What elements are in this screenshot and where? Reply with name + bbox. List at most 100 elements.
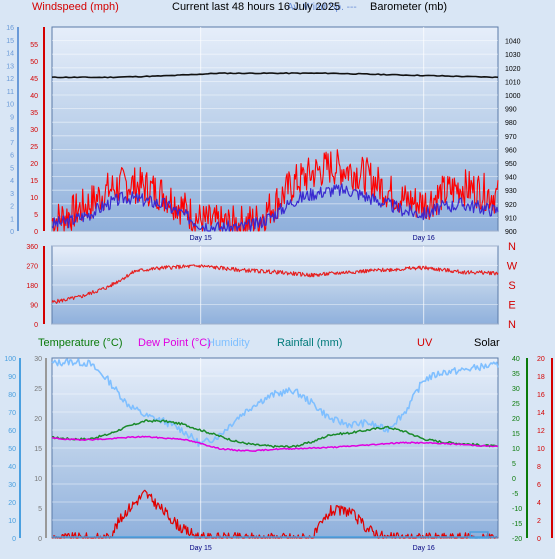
- wind-left2-tick-1: 5: [34, 212, 38, 219]
- wind-right-tick-2: 920: [505, 202, 517, 209]
- temp-left1-tick-8: 80: [8, 392, 16, 399]
- temp-left1-tick-7: 70: [8, 410, 16, 417]
- temp-legend-0: Temperature (°C): [38, 337, 122, 349]
- temp-legend-5: Solar: [474, 337, 500, 349]
- temp-legend-1: Dew Point (°C): [138, 337, 211, 349]
- temp-left1-tick-2: 20: [8, 500, 16, 507]
- wind-right-tick-5: 950: [505, 161, 517, 168]
- temp-right2-tick-1: 2: [537, 518, 541, 525]
- wind-left2-tick-8: 40: [30, 93, 38, 100]
- temp-right2-tick-7: 14: [537, 410, 545, 417]
- wind-right-tick-7: 970: [505, 134, 517, 141]
- wind-left1-tick-8: 8: [10, 127, 14, 134]
- temp-right2-tick-5: 10: [537, 446, 545, 453]
- temp-left1-tick-1: 10: [8, 518, 16, 525]
- wind-left1-tick-2: 2: [10, 204, 14, 211]
- wind-right-tick-12: 1020: [505, 66, 521, 73]
- temp-left1-tick-6: 60: [8, 428, 16, 435]
- dir-right-label-4: N: [508, 319, 516, 331]
- temp-right1-tick-1: -15: [512, 521, 522, 528]
- temp-right1-tick-7: 15: [512, 431, 520, 438]
- wind-left2-tick-3: 15: [30, 178, 38, 185]
- wind-left2-tick-5: 25: [30, 144, 38, 151]
- temp-panel-x-label-0: Day 15: [190, 545, 212, 552]
- wind-left1-tick-10: 10: [6, 102, 14, 109]
- wind-left1-tick-9: 9: [10, 114, 14, 121]
- temp-right1-tick-12: 40: [512, 356, 520, 363]
- wind-right-tick-10: 1000: [505, 93, 521, 100]
- wind-left2-tick-11: 55: [30, 42, 38, 49]
- dir-right-label-1: W: [507, 261, 518, 273]
- temp-right1-tick-10: 30: [512, 386, 520, 393]
- wind-left2-tick-6: 30: [30, 127, 38, 134]
- humidity-line: [51, 358, 499, 447]
- temp-right1-tick-0: -20: [512, 536, 522, 543]
- wind-right-tick-8: 980: [505, 120, 517, 127]
- wind-left2-tick-9: 45: [30, 76, 38, 83]
- temp-right2-tick-0: 0: [537, 536, 541, 543]
- wind-left1-tick-6: 6: [10, 153, 14, 160]
- barometer-line: [51, 72, 499, 79]
- temp-left2-tick-4: 20: [34, 416, 42, 423]
- temp-panel-x-label-1: Day 16: [413, 545, 435, 552]
- temp-right1-tick-3: -5: [512, 491, 518, 498]
- wind-right-tick-6: 960: [505, 147, 517, 154]
- wind-direction-line: [51, 264, 499, 304]
- wind-left1-tick-12: 12: [6, 76, 14, 83]
- wind-left1-tick-5: 5: [10, 165, 14, 172]
- dir-right-label-2: S: [508, 280, 515, 292]
- wind-right-tick-1: 910: [505, 215, 517, 222]
- temp-legend-3: Rainfall (mm): [277, 337, 342, 349]
- temp-right1-tick-4: 0: [512, 476, 516, 483]
- dir-right-label-3: E: [508, 300, 515, 312]
- temp-right2-tick-9: 18: [537, 374, 545, 381]
- wind-left1-tick-14: 14: [6, 51, 14, 58]
- temp-right1-tick-9: 25: [512, 401, 520, 408]
- temp-left2-tick-6: 30: [34, 356, 42, 363]
- temp-right1-tick-5: 5: [512, 461, 516, 468]
- dir-right-label-0: N: [508, 241, 516, 253]
- uv-line: [51, 489, 499, 539]
- dir-left-tick-4: 360: [26, 244, 38, 251]
- temp-right2-tick-4: 8: [537, 464, 541, 471]
- avg-windspeed-line: [51, 183, 499, 232]
- wind-panel-x-label-1: Day 16: [413, 235, 435, 242]
- wind-left2-tick-2: 10: [30, 195, 38, 202]
- wind-left1-tick-1: 1: [10, 216, 14, 223]
- temp-right1-tick-8: 20: [512, 416, 520, 423]
- wind-panel-x-label-0: Day 15: [190, 235, 212, 242]
- wind-right-tick-13: 1030: [505, 52, 521, 59]
- dir-left-tick-3: 270: [26, 264, 38, 271]
- dir-left-tick-1: 90: [30, 303, 38, 310]
- wind-left2-tick-10: 50: [30, 59, 38, 66]
- temp-right2-tick-2: 4: [537, 500, 541, 507]
- wind-right-tick-14: 1040: [505, 39, 521, 46]
- dewpoint-line: [51, 435, 498, 452]
- wind-left1-tick-7: 7: [10, 140, 14, 147]
- temp-left2-tick-2: 10: [34, 476, 42, 483]
- temp-right1-tick-11: 35: [512, 371, 520, 378]
- wind-right-tick-11: 1010: [505, 79, 521, 86]
- temp-right2-tick-8: 16: [537, 392, 545, 399]
- wind-right-tick-3: 930: [505, 188, 517, 195]
- temp-right2-tick-10: 20: [537, 356, 545, 363]
- temp-left1-tick-0: 0: [12, 536, 16, 543]
- wind-left2-tick-7: 35: [30, 110, 38, 117]
- temp-left1-tick-4: 40: [8, 464, 16, 471]
- rainfall-mark: [469, 531, 489, 539]
- temp-left1-tick-9: 90: [8, 374, 16, 381]
- wind-right-tick-9: 990: [505, 107, 517, 114]
- dir-left-tick-0: 0: [34, 322, 38, 329]
- temp-left1-tick-10: 100: [4, 356, 16, 363]
- wind-left1-tick-15: 15: [6, 38, 14, 45]
- legend-barometer: Barometer (mb): [370, 1, 447, 13]
- temp-right2-tick-6: 12: [537, 428, 545, 435]
- temperature-line: [52, 419, 499, 449]
- temp-right2-tick-3: 6: [537, 482, 541, 489]
- legend-windspeed: Windspeed (mph): [32, 1, 119, 13]
- temp-left2-tick-0: 0: [38, 536, 42, 543]
- wind-left1-tick-13: 13: [6, 63, 14, 70]
- temp-legend-2: Humidity: [207, 337, 250, 349]
